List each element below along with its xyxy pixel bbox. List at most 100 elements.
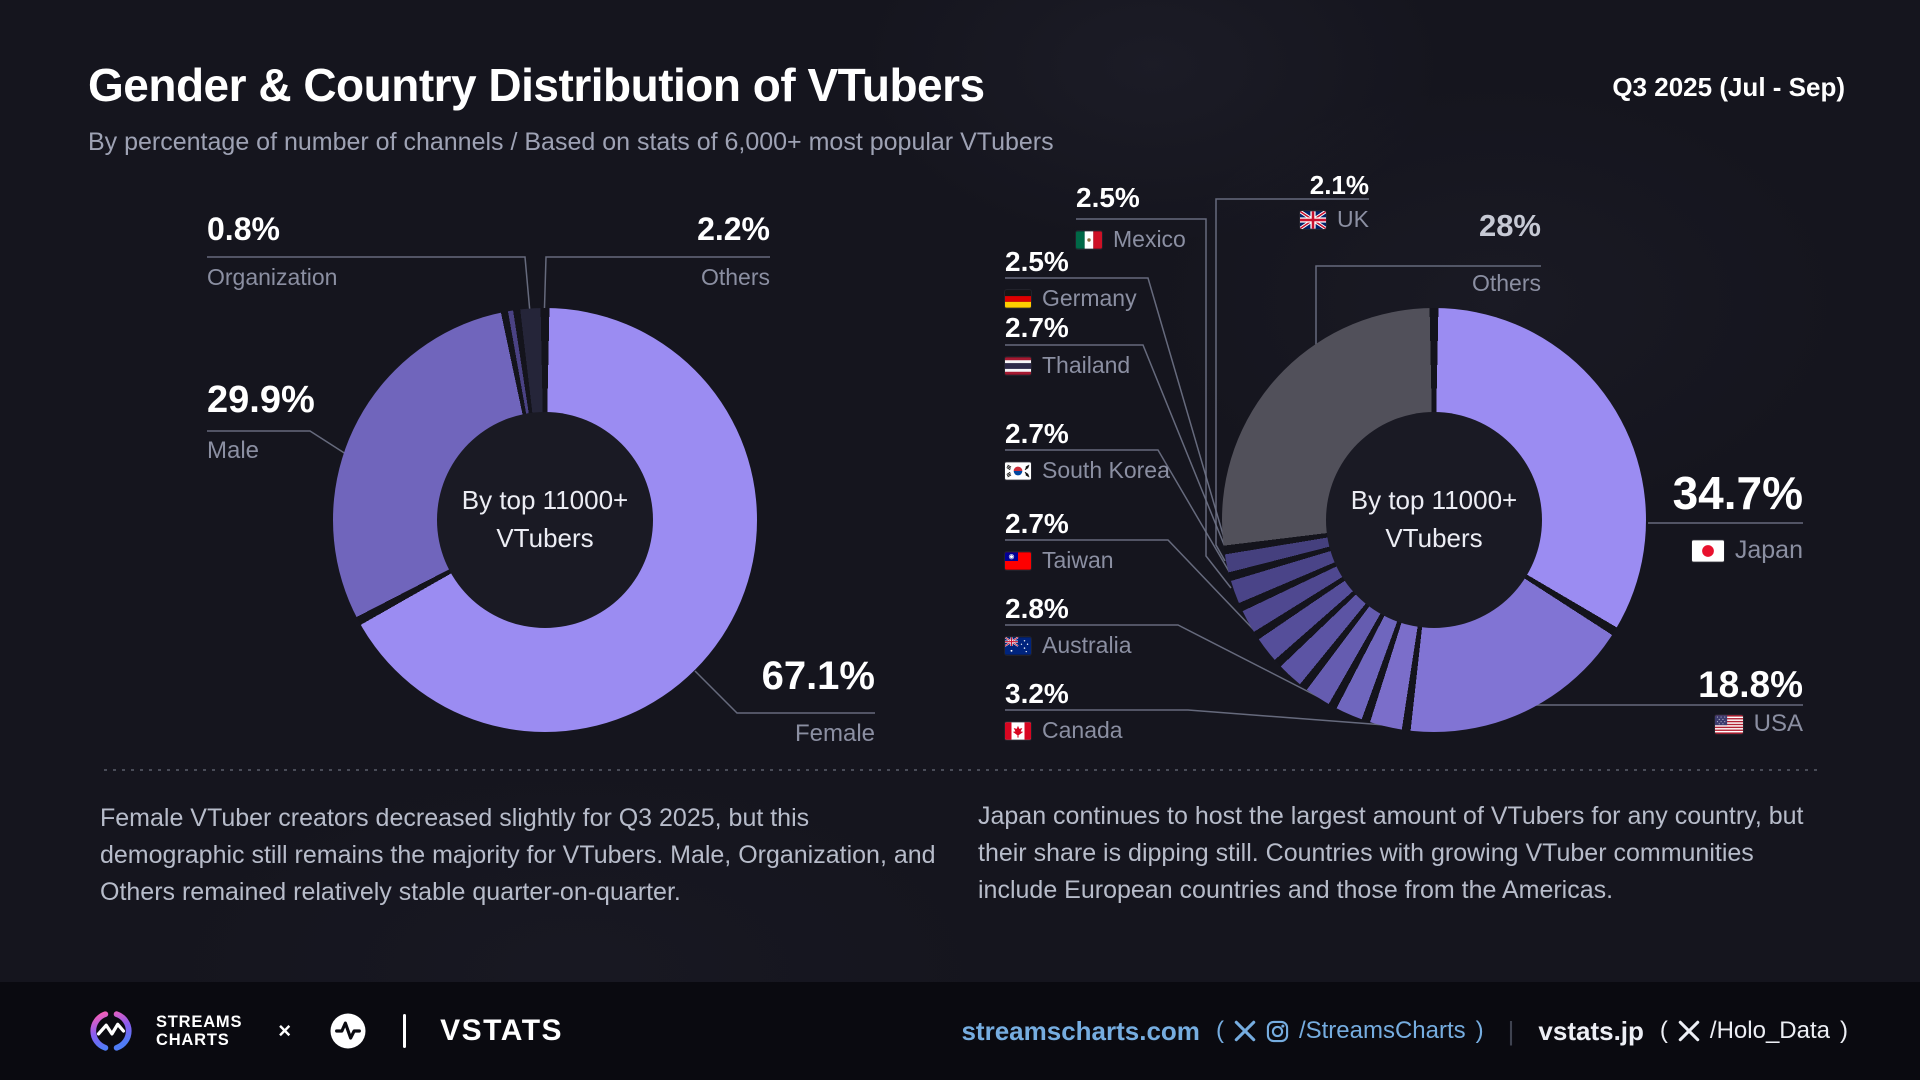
mexico-value: 2.5% [1076, 182, 1140, 213]
usa-flag-icon [1714, 714, 1743, 734]
canada-value: 3.2% [1005, 678, 1069, 709]
taiwan-value: 2.7% [1005, 508, 1069, 539]
others-country-value: 28% [1478, 208, 1541, 243]
uk-value: 2.1% [1309, 170, 1369, 200]
uk-flag-icon [1300, 210, 1327, 229]
mexico-flag-icon [1076, 230, 1102, 249]
vstats-site-link[interactable]: vstats.jp [1538, 1015, 1644, 1046]
footer-bar: STREAMS CHARTS × VSTATS streamscharts.co… [0, 982, 1920, 1080]
usa-label: USA [1753, 710, 1803, 737]
organization-label: Organization [207, 264, 338, 290]
collab-cross: × [278, 1018, 292, 1043]
germany-value: 2.5% [1005, 246, 1069, 277]
period-label: Q3 2025 (Jul - Sep) [1612, 72, 1845, 102]
vstats-socials[interactable]: ( /Holo_Data ) [1660, 1017, 1848, 1045]
streamscharts-site-link[interactable]: streamscharts.com [961, 1015, 1200, 1046]
x-icon[interactable] [1234, 1020, 1256, 1042]
footer-links: streamscharts.com ( /StreamsCharts ) | v… [961, 1016, 1848, 1047]
page-subtitle: By percentage of number of channels / Ba… [88, 128, 1054, 156]
japan-value: 34.7% [1672, 467, 1803, 519]
streamscharts-wordmark: STREAMS CHARTS [156, 1013, 242, 1050]
dotted-divider [104, 769, 1821, 771]
australia-flag-icon [1005, 636, 1031, 655]
mexico-row: Mexico [1076, 228, 1186, 251]
footer-pipe: | [1507, 1015, 1515, 1046]
gender-insight-line1: Female VTuber creators decreased slightl… [100, 804, 810, 832]
paren-open-2: ( [1659, 1017, 1668, 1044]
female-leader-line [694, 670, 875, 714]
streamscharts-socials[interactable]: ( /StreamsCharts ) [1216, 1017, 1484, 1045]
female-label: Female [794, 720, 875, 747]
others-country-label: Others [1471, 270, 1541, 296]
uk-leader-line [1215, 198, 1369, 562]
canada-leader-line [1005, 709, 1386, 726]
australia-row: Australia [1005, 634, 1131, 657]
vstats-handle[interactable]: /Holo_Data [1709, 1017, 1830, 1044]
organization-leader-line [207, 256, 532, 325]
country-center-line2: VTubers [1385, 523, 1483, 553]
page-title: Gender & Country Distribution of VTubers [88, 59, 985, 111]
germany-leader-line [1005, 277, 1249, 621]
canada-label: Canada [1042, 717, 1123, 743]
streamscharts-wordmark-line2: CHARTS [156, 1031, 230, 1049]
thailand-row: Thailand [1005, 354, 1130, 377]
vstats-wordmark: VSTATS [440, 1014, 564, 1047]
thailand-label: Thailand [1042, 352, 1131, 378]
organization-value: 0.8% [207, 211, 280, 247]
south-korea-label: South Korea [1042, 457, 1170, 483]
germany-label: Germany [1042, 285, 1137, 311]
country-donut-center: By top 11000+ VTubers [1326, 412, 1542, 628]
canada-flag-icon [1005, 721, 1031, 740]
australia-label: Australia [1042, 632, 1132, 658]
south-korea-value: 2.7% [1005, 418, 1069, 449]
germany-row: Germany [1005, 287, 1137, 310]
others-gender-label: Others [700, 264, 770, 290]
others-gender-leader-line [543, 256, 770, 325]
taiwan-row: Taiwan [1005, 549, 1114, 572]
thailand-value: 2.7% [1005, 312, 1069, 343]
vstats-logo-icon [327, 1010, 369, 1052]
vstats-divider [403, 1014, 407, 1048]
male-value: 29.9% [207, 379, 315, 421]
gender-donut-chart: By top 11000+ VTubers [333, 308, 757, 732]
australia-leader-line [1005, 624, 1349, 713]
others-country-leader-line [1315, 265, 1541, 346]
australia-value: 2.8% [1005, 593, 1069, 624]
country-insight-text: Japan continues to host the largest amou… [978, 798, 1803, 909]
x-icon-2[interactable] [1678, 1020, 1700, 1042]
japan-label: Japan [1734, 536, 1803, 564]
uk-row: UK [1219, 208, 1369, 231]
streamscharts-logo-icon [88, 1008, 134, 1054]
mexico-label: Mexico [1113, 226, 1186, 252]
male-leader-line [207, 430, 350, 457]
streamscharts-handle[interactable]: /StreamsCharts [1298, 1017, 1466, 1044]
paren-close-2: ) [1840, 1017, 1848, 1044]
gender-center-line2: VTubers [496, 523, 594, 553]
taiwan-flag-icon [1005, 551, 1031, 570]
country-donut-chart: By top 11000+ VTubers [1222, 308, 1646, 732]
footer-brands: STREAMS CHARTS × VSTATS [88, 1008, 563, 1054]
usa-row: USA [1633, 712, 1803, 736]
male-label: Male [207, 437, 260, 464]
paren-open: ( [1215, 1017, 1224, 1044]
others-gender-value: 2.2% [697, 211, 770, 247]
female-value: 67.1% [761, 654, 875, 698]
usa-value: 18.8% [1698, 664, 1803, 705]
gender-insight-line3: Others remained relatively stable quarte… [100, 878, 681, 906]
uk-label: UK [1337, 206, 1369, 232]
instagram-icon[interactable] [1266, 1020, 1289, 1043]
mexico-leader-line [1076, 218, 1232, 589]
streamscharts-wordmark-line1: STREAMS [156, 1012, 243, 1031]
thailand-flag-icon [1005, 356, 1031, 375]
canada-row: Canada [1005, 719, 1123, 742]
taiwan-label: Taiwan [1042, 547, 1114, 573]
country-insight-line1: Japan continues to host the largest amou… [978, 802, 1804, 830]
south-korea-row: South Korea [1005, 459, 1170, 482]
paren-close: ) [1475, 1017, 1484, 1044]
japan-flag-icon [1691, 539, 1724, 562]
gender-center-line1: By top 11000+ [461, 485, 629, 516]
gender-donut-center: By top 11000+ VTubers [437, 412, 653, 628]
gender-insight-line2: demographic still remains the majority f… [100, 841, 936, 869]
